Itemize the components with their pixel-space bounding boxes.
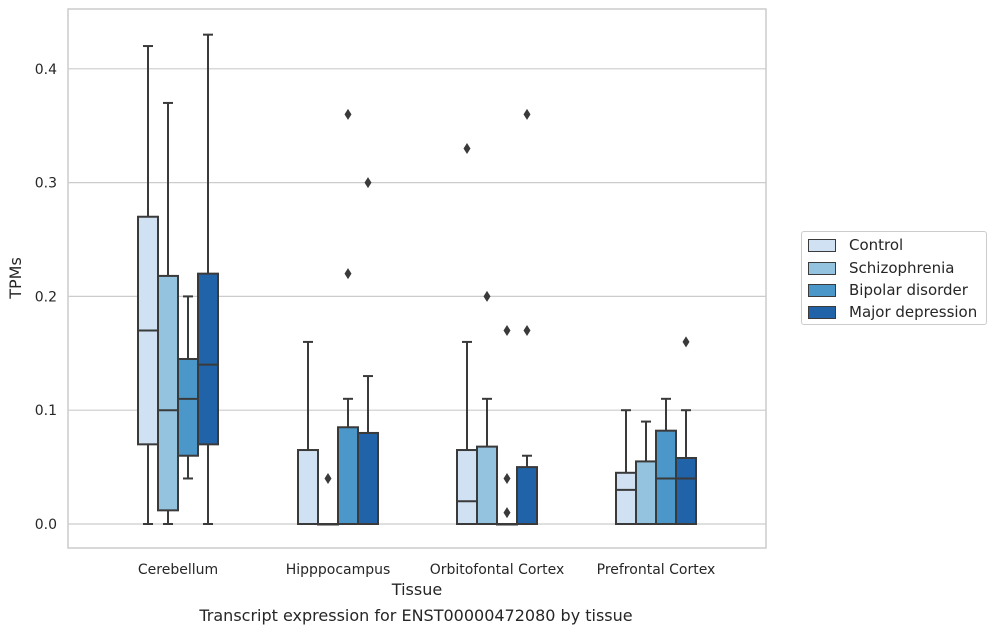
box-1-0 — [297, 340, 319, 525]
legend-item-schizophrenia: Schizophrenia — [808, 258, 954, 278]
box-body — [516, 466, 538, 526]
outlier-point — [463, 142, 471, 154]
legend-item-control: Control — [808, 235, 903, 255]
plot-frame — [67, 8, 767, 549]
outlier-point — [364, 177, 372, 189]
y-tick-label: 0.2 — [35, 289, 57, 305]
y-axis-label: TPMs — [6, 257, 25, 300]
box-3-2 — [655, 397, 677, 525]
outlier-point — [344, 268, 352, 280]
box-body — [177, 357, 199, 457]
box-body — [635, 460, 657, 526]
outlier-point — [503, 507, 511, 519]
legend-label-major-depression: Major depression — [849, 303, 978, 321]
legend-item-bipolar-disorder: Bipolar disorder — [808, 280, 968, 300]
x-axis-label: Tissue — [391, 580, 442, 599]
x-tick-label: Cerebellum — [138, 562, 218, 578]
box-body — [476, 445, 498, 525]
box-body — [357, 431, 379, 525]
outlier-point — [503, 325, 511, 337]
box-1-3 — [357, 177, 379, 525]
box-3-1 — [635, 420, 657, 526]
legend-swatch-schizophrenia — [808, 261, 836, 275]
legend-swatch-control — [808, 238, 836, 252]
y-tick-label: 0.3 — [35, 176, 57, 192]
figure-caption: Transcript expression for ENST0000047208… — [199, 606, 633, 625]
box-layer — [137, 33, 697, 526]
box-2-2 — [496, 325, 518, 526]
y-tick-label: 0.1 — [35, 403, 57, 419]
box-2-0 — [456, 142, 478, 525]
box-body — [297, 449, 319, 525]
outlier-point — [682, 336, 690, 348]
legend-swatch-bipolar-disorder — [808, 283, 836, 297]
box-1-1 — [317, 472, 339, 526]
box-body — [675, 456, 697, 525]
x-tick-label: Hipppocampus — [286, 562, 391, 578]
box-body — [337, 426, 359, 525]
legend-swatch-major-depression — [808, 305, 836, 319]
outlier-point — [523, 108, 531, 120]
box-2-1 — [476, 290, 498, 525]
legend-item-major-depression: Major depression — [808, 302, 977, 322]
x-tick-label: Prefrontal Cortex — [597, 562, 716, 578]
box-body — [615, 471, 637, 526]
tick-layer: 0.0 0.1 0.2 0.3 0.4 Cerebellum Hipppocampus Orb… — [35, 62, 716, 578]
box-0-1 — [157, 101, 179, 525]
box-0-2 — [177, 295, 199, 480]
box-3-0 — [615, 409, 637, 526]
outlier-point — [503, 472, 511, 484]
box-body — [655, 429, 677, 525]
box-3-3 — [675, 336, 697, 525]
x-tick-label: Orbitofontal Cortex — [430, 562, 565, 578]
outlier-point — [483, 290, 491, 302]
box-0-3 — [197, 33, 219, 525]
legend-label-bipolar-disorder: Bipolar disorder — [849, 281, 968, 299]
box-0-0 — [137, 45, 159, 525]
legend: Control Schizophrenia Bipolar disorder M… — [801, 231, 987, 325]
legend-label-schizophrenia: Schizophrenia — [849, 259, 955, 277]
box-body — [157, 274, 179, 512]
y-tick-label: 0.0 — [35, 517, 57, 533]
box-2-3 — [516, 108, 538, 526]
box-1-2 — [337, 108, 359, 525]
legend-label-control: Control — [849, 236, 904, 254]
y-tick-label: 0.4 — [35, 62, 57, 78]
outlier-point — [344, 108, 352, 120]
outlier-point — [324, 472, 332, 484]
box-body — [456, 449, 478, 525]
outlier-point — [523, 325, 531, 337]
box-body — [197, 272, 219, 446]
